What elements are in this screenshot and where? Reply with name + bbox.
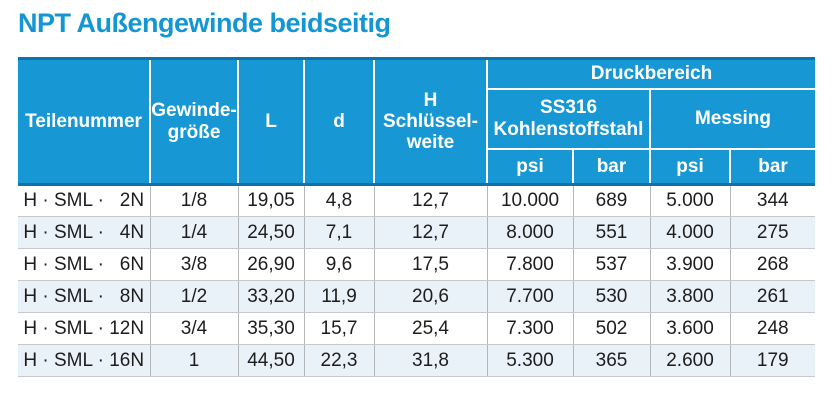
cell-ss316-bar: 551 bbox=[573, 216, 651, 249]
cell-messing-psi: 5.000 bbox=[650, 184, 731, 217]
cell-messing-psi: 2.600 bbox=[650, 344, 731, 377]
header-unit-ss316-psi: psi bbox=[486, 148, 574, 186]
table-row: H · SML · 8N 1/2 33,20 11,9 20,6 7.700 5… bbox=[18, 280, 816, 313]
table-row: H · SML · 6N 3/8 26,90 9,6 17,5 7.800 53… bbox=[18, 248, 816, 281]
page-title: NPT Außengewinde beidseitig bbox=[18, 8, 391, 38]
cell-part: H · SML · 12N bbox=[18, 312, 151, 345]
cell-d: 15,7 bbox=[304, 312, 375, 345]
cell-ss316-psi: 10.000 bbox=[487, 184, 574, 217]
header-unit-ss316-bar: bar bbox=[572, 148, 651, 186]
cell-l: 26,90 bbox=[238, 248, 305, 281]
cell-l: 35,30 bbox=[238, 312, 305, 345]
cell-l: 24,50 bbox=[238, 216, 305, 249]
cell-h: 25,4 bbox=[374, 312, 488, 345]
cell-l: 33,20 bbox=[238, 280, 305, 313]
table-row: H · SML · 2N 1/8 19,05 4,8 12,7 10.000 6… bbox=[18, 184, 816, 217]
cell-part: H · SML · 16N bbox=[18, 344, 151, 377]
cell-ss316-psi: 5.300 bbox=[487, 344, 574, 377]
table-row: H · SML · 16N 1 44,50 22,3 31,8 5.300 36… bbox=[18, 344, 816, 377]
header-druckbereich: Druckbereich bbox=[485, 57, 816, 90]
header-gewindegroesse: Gewinde- größe bbox=[149, 57, 239, 186]
cell-ss316-bar: 530 bbox=[573, 280, 651, 313]
cell-d: 4,8 bbox=[304, 184, 375, 217]
cell-h: 17,5 bbox=[374, 248, 488, 281]
header-l: L bbox=[237, 57, 305, 186]
table-row: H · SML · 12N 3/4 35,30 15,7 25,4 7.300 … bbox=[18, 312, 816, 345]
cell-gewinde: 3/4 bbox=[150, 312, 239, 345]
cell-part: H · SML · 8N bbox=[18, 280, 151, 313]
cell-h: 20,6 bbox=[374, 280, 488, 313]
cell-messing-bar: 275 bbox=[730, 216, 816, 249]
cell-gewinde: 1/2 bbox=[150, 280, 239, 313]
cell-messing-psi: 4.000 bbox=[650, 216, 731, 249]
cell-ss316-psi: 8.000 bbox=[487, 216, 574, 249]
header-teilenummer: Teilenummer bbox=[18, 57, 151, 186]
cell-messing-bar: 261 bbox=[730, 280, 816, 313]
cell-part: H · SML · 2N bbox=[18, 184, 151, 217]
cell-part: H · SML · 4N bbox=[18, 216, 151, 249]
spec-table: Teilenummer Gewinde- größe L d H Schlüss… bbox=[18, 57, 816, 377]
cell-messing-psi: 3.600 bbox=[650, 312, 731, 345]
cell-messing-bar: 344 bbox=[730, 184, 816, 217]
cell-h: 12,7 bbox=[374, 184, 488, 217]
cell-ss316-bar: 537 bbox=[573, 248, 651, 281]
cell-ss316-psi: 7.700 bbox=[487, 280, 574, 313]
cell-d: 9,6 bbox=[304, 248, 375, 281]
header-ss316-kohlenstoffstahl: SS316 Kohlenstoffstahl bbox=[486, 88, 651, 150]
cell-h: 31,8 bbox=[374, 344, 488, 377]
cell-l: 44,50 bbox=[238, 344, 305, 377]
cell-ss316-bar: 365 bbox=[573, 344, 651, 377]
header-schluesselweite: H Schlüssel- weite bbox=[373, 57, 488, 186]
cell-messing-psi: 3.800 bbox=[650, 280, 731, 313]
header-unit-messing-bar: bar bbox=[728, 148, 816, 186]
table-row: H · SML · 4N 1/4 24,50 7,1 12,7 8.000 55… bbox=[18, 216, 816, 249]
cell-d: 22,3 bbox=[304, 344, 375, 377]
cell-gewinde: 1/4 bbox=[150, 216, 239, 249]
cell-ss316-psi: 7.300 bbox=[487, 312, 574, 345]
cell-d: 11,9 bbox=[304, 280, 375, 313]
cell-gewinde: 1/8 bbox=[150, 184, 239, 217]
cell-d: 7,1 bbox=[304, 216, 375, 249]
cell-ss316-bar: 689 bbox=[573, 184, 651, 217]
cell-ss316-bar: 502 bbox=[573, 312, 651, 345]
cell-h: 12,7 bbox=[374, 216, 488, 249]
cell-messing-bar: 179 bbox=[730, 344, 816, 377]
cell-part: H · SML · 6N bbox=[18, 248, 151, 281]
cell-l: 19,05 bbox=[238, 184, 305, 217]
cell-messing-bar: 268 bbox=[730, 248, 816, 281]
cell-ss316-psi: 7.800 bbox=[487, 248, 574, 281]
header-d: d bbox=[303, 57, 375, 186]
cell-gewinde: 1 bbox=[150, 344, 239, 377]
cell-messing-bar: 248 bbox=[730, 312, 816, 345]
cell-messing-psi: 3.900 bbox=[650, 248, 731, 281]
cell-gewinde: 3/8 bbox=[150, 248, 239, 281]
header-unit-messing-psi: psi bbox=[649, 148, 731, 186]
header-messing: Messing bbox=[648, 88, 816, 150]
